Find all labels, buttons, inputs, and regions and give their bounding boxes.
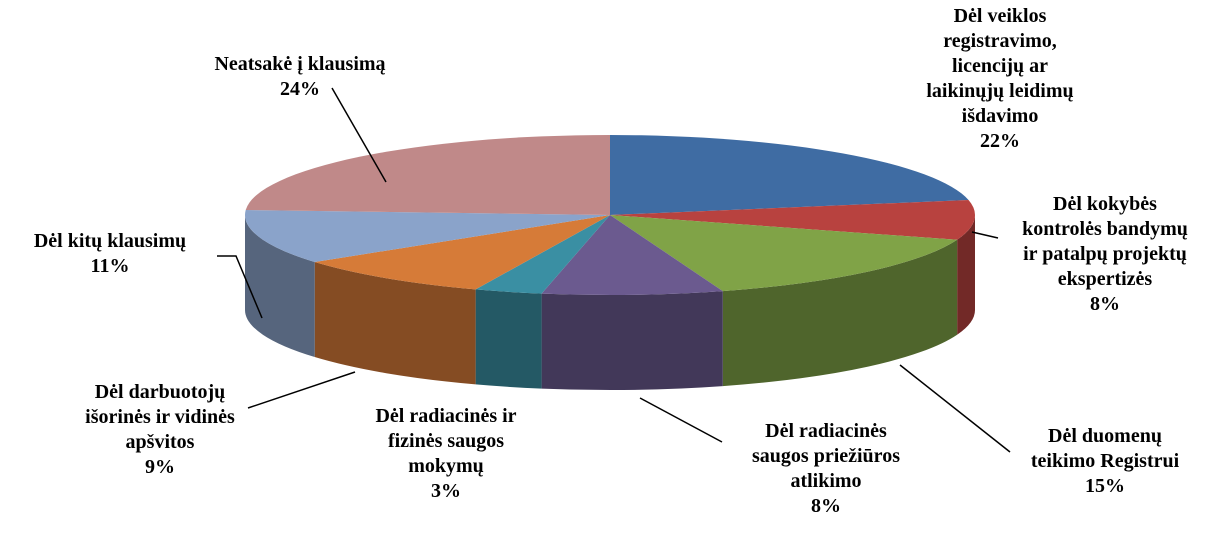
pie-slice xyxy=(610,135,969,215)
pie-side xyxy=(541,291,723,391)
pie-side xyxy=(245,215,315,358)
value-label: 3% xyxy=(431,480,461,502)
pie-slice xyxy=(314,215,610,290)
label-line: ir patalpų projektų xyxy=(1023,243,1187,265)
label-line: saugos priežiūros xyxy=(752,445,900,467)
leader-line xyxy=(971,231,999,239)
pie-slice xyxy=(245,209,611,263)
label-line: išorinės ir vidinės xyxy=(85,406,235,428)
label-line: Dėl veiklos xyxy=(954,5,1047,27)
category-label: Dėl duomenų teikimo Registrui xyxy=(1031,425,1180,472)
value-label: 8% xyxy=(811,495,841,517)
category-label: Neatsakė į klausimą xyxy=(214,53,385,75)
label-line: apšvitos xyxy=(126,431,195,453)
pie-tops xyxy=(245,135,975,295)
label-line: ekspertizės xyxy=(1058,268,1153,290)
label-line: teikimo Registrui xyxy=(1031,450,1180,472)
value-label: 8% xyxy=(1090,293,1120,315)
label-line: atlikimo xyxy=(790,470,861,492)
value-label: 22% xyxy=(980,130,1020,152)
category-label: Dėl kitų klausimų xyxy=(34,230,186,252)
value-label: 9% xyxy=(145,456,175,478)
category-label: Dėl kokybės kontrolės bandymų ir patalpų p… xyxy=(1022,193,1188,290)
pie-slice xyxy=(245,135,610,215)
label-line: Dėl darbuotojų xyxy=(95,381,226,403)
leader-line xyxy=(639,397,723,443)
label-line: Dėl kitų klausimų xyxy=(34,230,186,252)
label-line: Dėl duomenų xyxy=(1048,425,1162,447)
label-line: laikinųjų leidimų xyxy=(926,80,1073,102)
leader-line xyxy=(899,364,1011,453)
label-line: Dėl kokybės xyxy=(1053,193,1157,215)
pie-slice xyxy=(610,200,975,240)
value-label: 11% xyxy=(91,255,130,277)
pie-side xyxy=(957,215,975,335)
label-line: kontrolės bandymų xyxy=(1022,218,1188,240)
label-line: Dėl radiacinės xyxy=(765,420,887,442)
value-label: 24% xyxy=(280,78,320,100)
category-label: Dėl veiklos registravimo, licencijų ar laik… xyxy=(926,5,1073,127)
label-line: išdavimo xyxy=(962,105,1039,127)
pie-sides xyxy=(245,215,975,391)
label-line: Dėl radiacinės ir xyxy=(375,405,516,427)
pie-side xyxy=(722,239,958,387)
pie-side xyxy=(475,289,542,389)
leader-line xyxy=(217,255,263,319)
value-label: 15% xyxy=(1085,475,1125,497)
leader-line xyxy=(331,87,387,183)
leader-line xyxy=(247,371,356,409)
label-line: Neatsakė į klausimą xyxy=(214,53,385,75)
category-label: Dėl darbuotojų išorinės ir vidinės apšvito… xyxy=(85,381,235,453)
label-line: registravimo, xyxy=(943,30,1057,52)
pie-side xyxy=(314,262,476,385)
pie-slice xyxy=(475,215,610,294)
labels: Dėl veiklos registravimo, licencijų ar laik… xyxy=(34,5,1188,517)
label-line: mokymų xyxy=(408,455,484,477)
category-label: Dėl radiacinės saugos priežiūros atlikimo xyxy=(752,420,900,492)
label-line: fizinės saugos xyxy=(388,430,504,452)
pie-slice xyxy=(610,215,958,292)
category-label: Dėl radiacinės ir fizinės saugos mokymų xyxy=(375,405,516,477)
label-line: licencijų ar xyxy=(952,55,1048,77)
pie-slice xyxy=(541,215,723,295)
